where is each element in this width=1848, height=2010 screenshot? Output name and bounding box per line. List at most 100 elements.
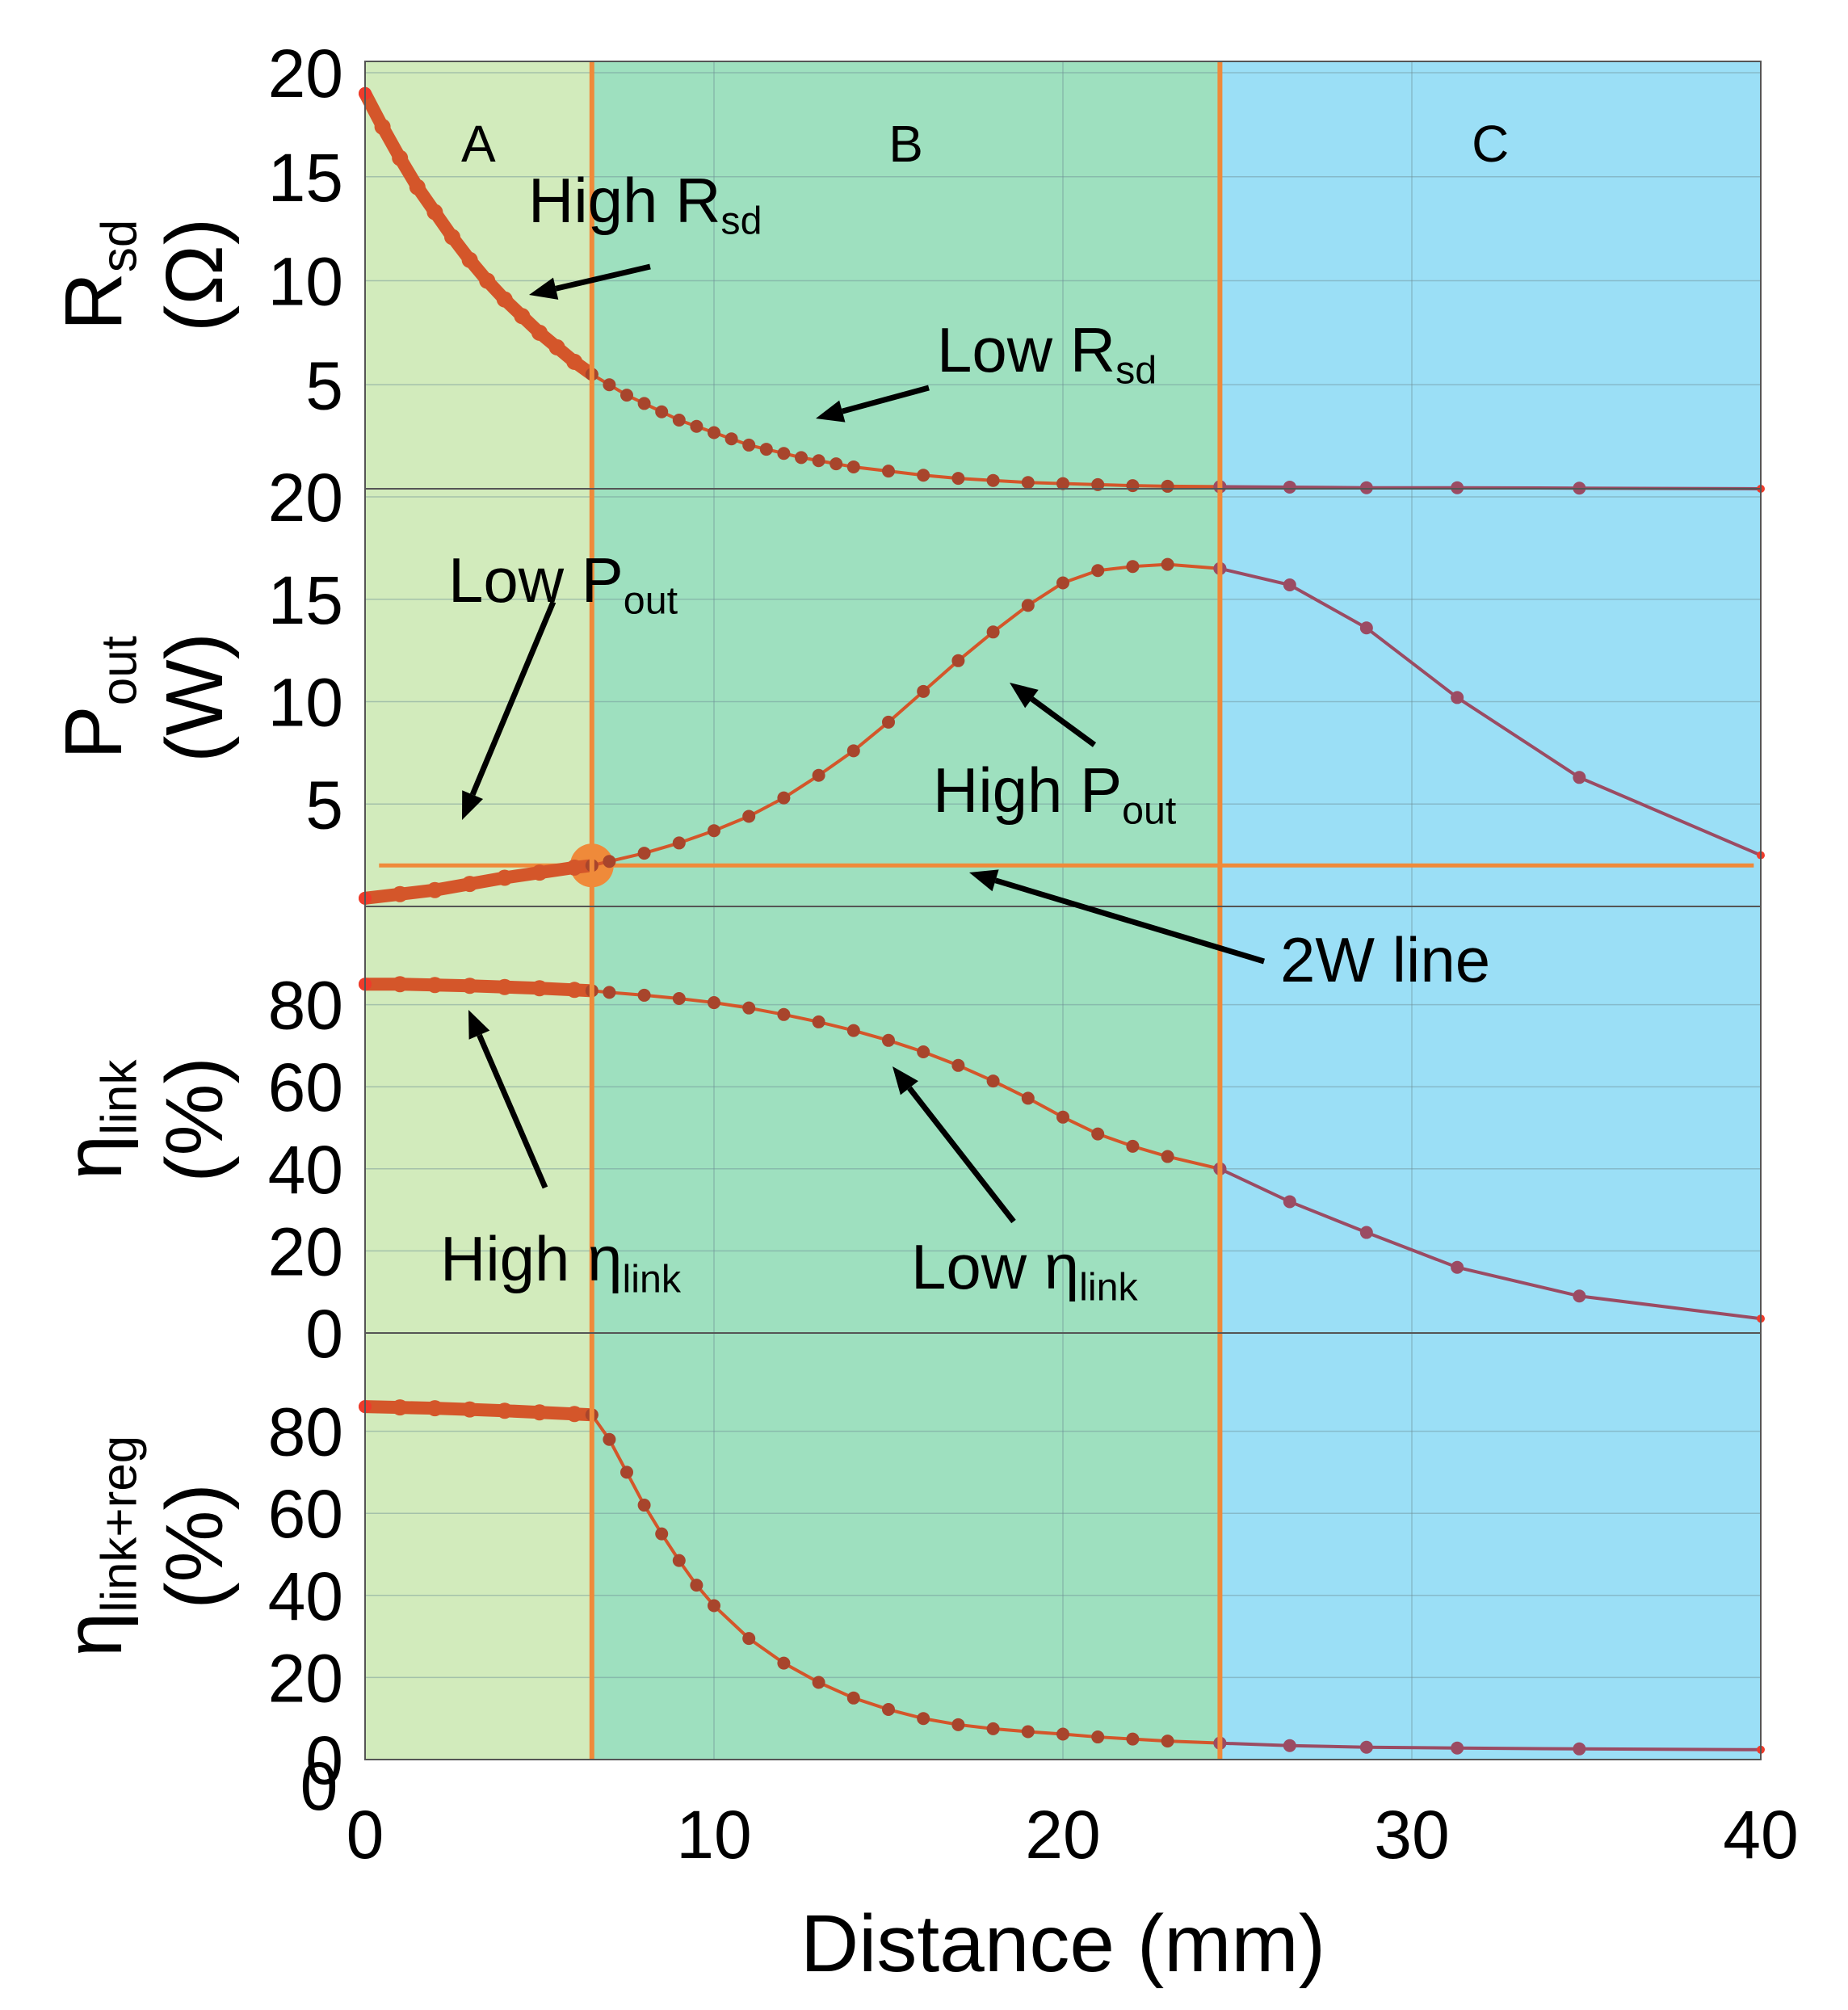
pout-ytick-label: 15 <box>268 562 343 638</box>
eta_link-point <box>917 1045 930 1059</box>
low-pout-arrow-shaft <box>469 600 556 796</box>
rsd-ytick-label: 5 <box>305 347 343 423</box>
eta_link_reg-point <box>1451 1741 1464 1755</box>
annotation-low-eta-link: Low ηlink <box>911 1231 1139 1310</box>
pout-point <box>1573 771 1586 784</box>
eta_link-point <box>777 1007 791 1021</box>
eta_link-ytick-label: 0 <box>305 1296 343 1372</box>
eta_link-point <box>392 976 409 993</box>
eta_link_reg-point <box>531 1404 548 1421</box>
eta_link_reg-point <box>812 1676 825 1689</box>
rsd-point <box>986 473 1000 487</box>
pout-point <box>1283 578 1296 592</box>
panel-frames <box>364 61 1762 1760</box>
rsd-point <box>742 438 756 452</box>
eta_link-point <box>708 996 720 1010</box>
high-pout-arrowhead <box>1010 683 1039 709</box>
eta_link_reg-point <box>461 1401 478 1418</box>
low-pout-arrowhead <box>462 790 484 820</box>
eta_link_reg-point <box>392 1399 409 1416</box>
rsd-point <box>830 457 843 471</box>
eta_link_reg-point <box>917 1712 930 1726</box>
annotation-low-pout: Low Pout <box>448 545 678 623</box>
eta_link_reg-point <box>846 1691 860 1705</box>
region-boundaries <box>589 61 1223 1760</box>
pout-point <box>1161 557 1174 571</box>
eta_link_reg-point <box>603 1432 616 1446</box>
xtick-label: 30 <box>1374 1797 1449 1873</box>
pout-point <box>496 869 513 886</box>
eta_link-point <box>531 980 548 997</box>
rsd-point <box>637 397 651 410</box>
eta_link_reg-point <box>620 1465 633 1479</box>
eta_link_reg-point <box>1161 1735 1174 1748</box>
pout-point <box>742 809 756 823</box>
rsd-point <box>672 414 686 427</box>
eta_link_reg-point <box>566 1406 583 1423</box>
eta_link_reg-ytick-label: 60 <box>268 1476 343 1552</box>
rsd-point <box>759 443 773 456</box>
eta_link_reg-point <box>637 1499 651 1512</box>
region-c-background <box>1220 61 1761 1760</box>
rsd-point <box>479 272 496 289</box>
eta_link_reg-y-axis-unit: (%) <box>149 1483 240 1609</box>
eta_link_reg-point <box>672 1554 686 1567</box>
plot-frame <box>364 61 1762 1760</box>
rsd-point <box>1056 477 1069 490</box>
high-eta-link-arrow-shaft <box>477 1033 548 1189</box>
eta_link-point <box>566 982 583 999</box>
pout-point <box>531 864 548 881</box>
rsd-y-axis-unit: (Ω) <box>149 218 240 332</box>
eta_link-ytick-label: 80 <box>268 968 343 1044</box>
eta_link_reg-ytick-label: 0 <box>305 1722 343 1798</box>
rsd-ytick-label: 10 <box>268 244 343 320</box>
eta_link_reg-point <box>655 1527 669 1541</box>
pout-point <box>1021 599 1035 612</box>
gridlines <box>365 61 1761 1760</box>
rsd-point <box>409 179 426 196</box>
region-label-c: C <box>1472 115 1509 173</box>
rsd-point <box>603 378 616 392</box>
eta_link-point <box>672 991 686 1005</box>
pout-point <box>1091 564 1105 578</box>
pout-point <box>603 855 616 868</box>
rsd-point <box>1283 480 1296 494</box>
eta_link-point <box>882 1033 895 1047</box>
x-axis-title: Distance (mm) <box>800 1899 1325 1989</box>
rsd-point <box>708 426 720 439</box>
low-eta-link-arrow-shaft <box>907 1086 1016 1224</box>
pout-point <box>672 836 686 850</box>
eta_link-point <box>461 978 478 994</box>
pout-point <box>461 876 478 893</box>
rsd-point <box>461 251 478 268</box>
eta_link_reg-point <box>882 1703 895 1717</box>
eta_link_reg-point <box>1359 1740 1373 1754</box>
eta_link-point <box>986 1074 1000 1088</box>
rsd-point <box>1451 481 1464 494</box>
eta_link-point <box>496 978 513 995</box>
eta_link_reg-ytick-label: 80 <box>268 1394 343 1470</box>
rsd-point <box>566 353 583 370</box>
rsd-point <box>655 405 669 418</box>
eta_link_reg-point <box>690 1579 704 1592</box>
eta_link-point <box>1056 1110 1069 1124</box>
eta_link_reg-series-line-region-b <box>590 1414 1220 1745</box>
pout-point <box>1056 576 1069 590</box>
eta_link-point <box>1091 1127 1105 1141</box>
eta_link_reg-series-line-region-c <box>1220 1741 1762 1751</box>
eta_link-point <box>1283 1195 1296 1209</box>
rsd-point <box>795 451 808 465</box>
eta_link_reg-point <box>986 1722 1000 1735</box>
xtick-label: 40 <box>1723 1797 1798 1873</box>
eta_link-y-axis-unit: (%) <box>149 1057 240 1183</box>
low-eta-link-arrowhead <box>892 1066 918 1095</box>
eta_link-point <box>603 986 616 999</box>
eta_link-point <box>846 1024 860 1037</box>
eta_link-y-axis-title: ηlink <box>48 1059 148 1180</box>
high-eta-link-arrowhead <box>468 1010 490 1040</box>
pout-point <box>1451 691 1464 704</box>
rsd-point <box>1161 479 1174 493</box>
annotation-low-rsd: Low Rsd <box>937 314 1157 393</box>
eta_link-series-line-region-c <box>1219 1167 1762 1321</box>
